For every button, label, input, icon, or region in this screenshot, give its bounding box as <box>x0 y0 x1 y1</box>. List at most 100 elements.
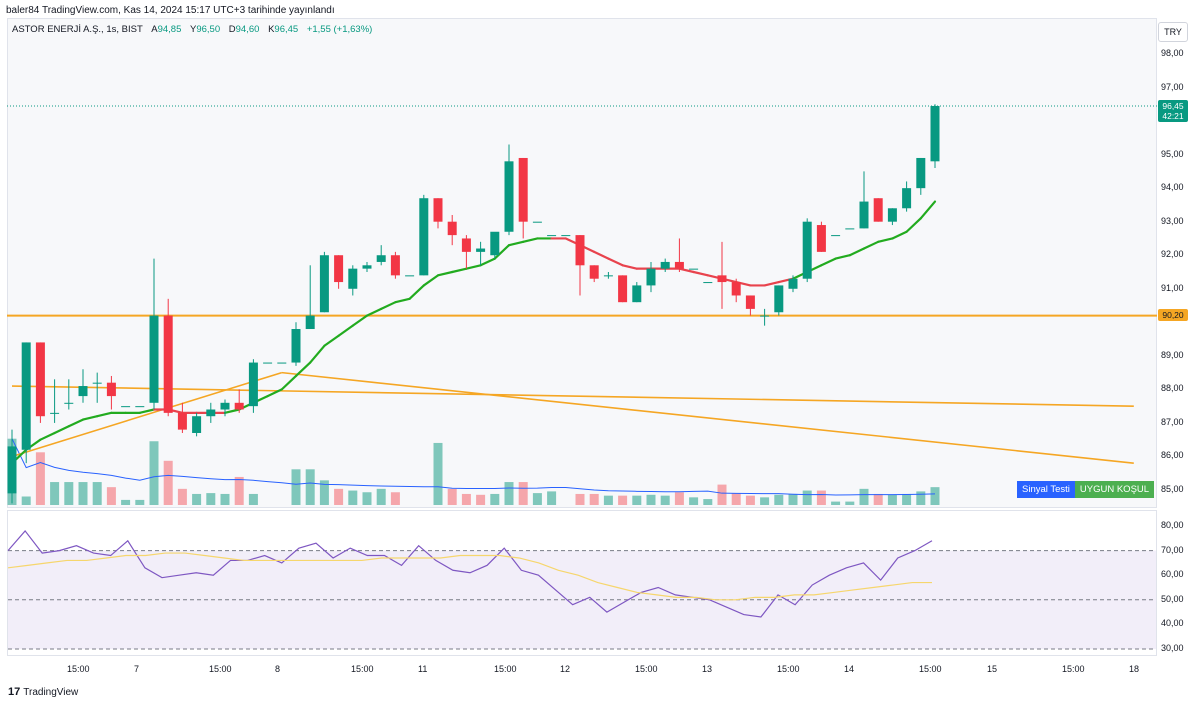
ma-segment <box>337 324 354 337</box>
ma-segment <box>820 257 837 267</box>
candle <box>873 198 883 222</box>
footer: 17 TradingView <box>8 686 78 698</box>
volume-series <box>7 438 940 505</box>
volume-bar <box>632 495 642 505</box>
trendline <box>11 371 283 458</box>
candle-body <box>419 198 429 276</box>
ma-segment <box>692 270 709 277</box>
candle <box>149 258 159 410</box>
high-value: 96,50 <box>196 24 221 35</box>
price-axis-label: 95,00 <box>1161 148 1184 159</box>
candle-body <box>632 285 642 303</box>
candle <box>305 265 315 330</box>
candle-body <box>603 275 613 277</box>
volume-bar <box>121 499 131 505</box>
candle <box>618 275 628 303</box>
candle <box>447 214 457 246</box>
volume-bar <box>206 493 216 505</box>
high-label: Y <box>190 24 197 35</box>
candle <box>760 308 770 326</box>
candle <box>192 412 202 437</box>
published-caption: baler84 TradingView.com, Kas 14, 2024 15… <box>6 5 335 16</box>
change-value: +1,55 (+1,63%) <box>306 24 373 35</box>
candle <box>603 272 613 279</box>
volume-bar <box>845 501 855 505</box>
time-axis-label: 11 <box>418 664 428 674</box>
volume-bar <box>760 497 770 505</box>
volume-ma-line <box>11 438 936 496</box>
candle <box>859 171 869 229</box>
overlay-lines <box>7 105 1157 465</box>
candle <box>35 342 45 423</box>
price-axis-label: 88,00 <box>1161 383 1184 394</box>
candle-body <box>831 235 841 237</box>
volume-bar <box>106 487 116 505</box>
ma-segment <box>323 334 340 347</box>
candle-body <box>78 386 88 397</box>
volume-bar <box>547 491 557 505</box>
low-label: D <box>228 24 236 35</box>
candle-body <box>618 275 628 303</box>
candle <box>916 157 926 195</box>
candle <box>334 255 344 289</box>
ma-segment <box>593 250 610 260</box>
ma-segment <box>877 237 894 243</box>
candle <box>163 298 173 417</box>
candle <box>731 278 741 303</box>
candle-body <box>660 261 670 269</box>
symbol-name: ASTOR ENERJİ A.Ş., 1s, BIST <box>12 24 143 35</box>
time-axis-label: 15:00 <box>1062 664 1085 674</box>
volume-bar <box>192 493 202 505</box>
candle-body <box>731 282 741 296</box>
volume-bar <box>78 482 88 505</box>
candle <box>263 362 273 364</box>
volume-bar <box>291 469 301 505</box>
volume-bar <box>35 452 45 505</box>
candle <box>674 238 684 272</box>
time-axis-label: 15:00 <box>351 664 374 674</box>
candle <box>660 258 670 272</box>
candle-body <box>7 446 17 494</box>
ma-segment <box>862 240 880 250</box>
ma-segment <box>919 200 937 220</box>
candle <box>589 265 599 283</box>
candle-body <box>376 255 386 262</box>
price-axis-label: 93,00 <box>1161 215 1184 226</box>
candle <box>135 406 145 408</box>
candle-body <box>703 282 713 284</box>
candle-body <box>760 315 770 317</box>
currency-button[interactable]: TRY <box>1158 22 1188 42</box>
candle-body <box>461 238 471 252</box>
rsi-axis-label: 70,00 <box>1161 544 1184 555</box>
volume-bar <box>916 491 926 505</box>
ma-segment <box>507 240 525 247</box>
close-value: 96,45 <box>274 24 299 35</box>
candle <box>575 235 585 296</box>
time-axis-label: 15:00 <box>209 664 232 674</box>
brand-name[interactable]: TradingView <box>23 686 79 698</box>
volume-bar <box>461 493 471 505</box>
candle-body <box>646 268 656 286</box>
candle <box>845 228 855 230</box>
ma-segment <box>621 264 638 270</box>
candle-body <box>476 248 486 252</box>
volume-bar <box>887 494 897 505</box>
ma-segment <box>834 254 851 260</box>
candle <box>220 399 230 417</box>
candle <box>7 429 17 504</box>
candle-body <box>21 342 31 450</box>
candle <box>504 144 514 236</box>
candle <box>92 372 102 403</box>
signal-label: Sinyal Testi <box>1017 481 1075 498</box>
ma-segment <box>422 274 440 287</box>
candle-body <box>405 275 415 277</box>
candle-series <box>7 104 940 504</box>
ma-segment <box>436 270 454 277</box>
candle <box>348 265 358 296</box>
rsi-axis-label: 80,00 <box>1161 520 1184 530</box>
candle-body <box>35 342 45 417</box>
ma-segment <box>223 408 241 414</box>
symbol-legend: ASTOR ENERJİ A.Ş., 1s, BIST A94,85 Y96,5… <box>12 24 372 35</box>
candle-body <box>149 315 159 403</box>
